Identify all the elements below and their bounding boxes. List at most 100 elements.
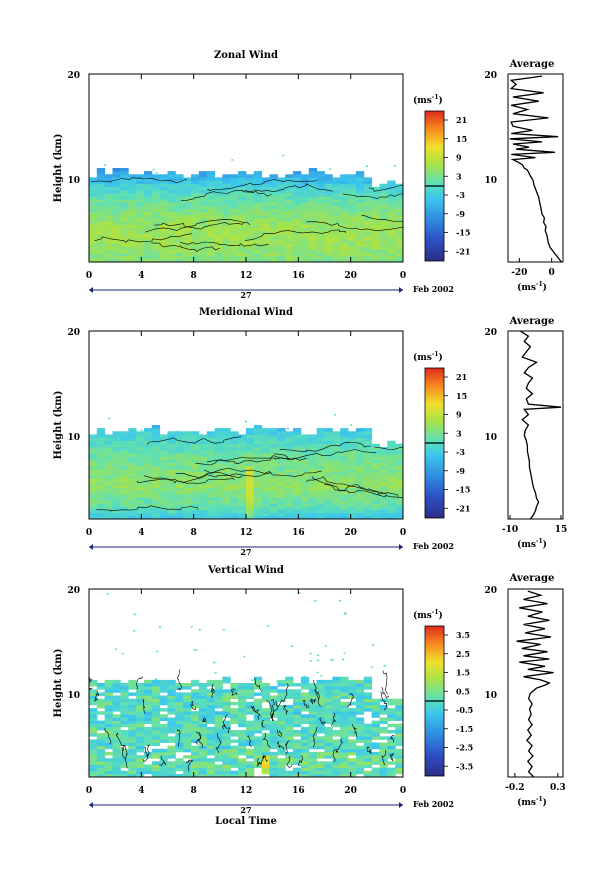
heatmap-cell (308, 493, 318, 498)
heatmap-cell (159, 764, 168, 768)
heatmap-cell (136, 475, 145, 479)
heatmap-cell (355, 246, 365, 250)
heatmap-cell (395, 472, 403, 476)
average-profile: Average 20 10 -0.2 0.3 (ms-1) (484, 573, 565, 808)
heatmap-cell (128, 456, 137, 460)
heatmap-cell (340, 240, 349, 244)
heatmap-cell (183, 431, 192, 435)
heatmap-cell (198, 440, 208, 445)
heatmap-cell (167, 205, 176, 210)
heatmap-cell (324, 767, 333, 772)
heatmap-cell (183, 490, 192, 495)
heatmap-cell (277, 218, 286, 222)
heatmap-cell (308, 714, 318, 718)
heatmap-cell (206, 487, 216, 492)
heatmap-cell (355, 515, 365, 519)
heatmap-cell (120, 478, 129, 482)
heatmap-cell (143, 218, 153, 222)
heatmap-cell (371, 745, 380, 750)
heatmap-cell (300, 764, 310, 768)
heatmap-cell (363, 515, 373, 519)
heatmap-cell (300, 742, 310, 746)
heatmap-cell (159, 258, 168, 262)
heatmap-cell (293, 717, 302, 721)
heatmap-cell (269, 487, 278, 492)
heatmap-cell (293, 708, 302, 712)
heatmap-cell (371, 199, 380, 203)
heatmap-cell (136, 453, 145, 457)
heatmap-cell (355, 745, 365, 750)
heatmap-cell (191, 701, 200, 706)
heatmap-cell (214, 764, 223, 768)
heatmap-cell (371, 711, 380, 715)
heatmap-cell (104, 751, 113, 756)
heatmap-cell (261, 515, 270, 519)
heatmap-cell (198, 512, 208, 517)
heatmap-cell (112, 714, 121, 718)
heatmap-cell (355, 695, 365, 699)
heatmap-cell (387, 211, 396, 216)
heatmap-cell (355, 484, 365, 488)
heatmap-cell (261, 189, 270, 194)
heatmap-cell (300, 218, 310, 222)
heatmap-cell (175, 739, 184, 743)
heatmap-cell (183, 475, 192, 479)
colorbar-tick-label: -3 (456, 447, 465, 457)
heatmap-cell (285, 708, 294, 712)
heatmap-cell (128, 236, 137, 241)
heatmap-cell (104, 472, 113, 476)
heatmap-cell (112, 205, 121, 210)
heatmap-cell (159, 243, 168, 247)
heatmap-cell (167, 717, 176, 721)
heatmap-cell (96, 230, 106, 235)
heatmap-cell (332, 221, 341, 225)
heatmap-cell (324, 497, 333, 501)
heatmap-cell (96, 180, 106, 184)
heatmap-cell (316, 730, 325, 734)
heatmap-cell (293, 434, 302, 438)
heatmap-cell (198, 246, 208, 250)
heatmap-cell (348, 230, 357, 235)
heatmap-cell (96, 698, 106, 703)
heatmap-cell (293, 695, 302, 699)
heatmap-cell (89, 211, 98, 216)
heatmap-cell (89, 475, 98, 479)
heatmap-cell (159, 490, 168, 495)
x-tick-label: 16 (292, 786, 305, 796)
heatmap-cell (324, 689, 333, 693)
heatmap-cell (308, 723, 318, 728)
heatmap-cell (230, 224, 239, 228)
heatmap-cell (269, 512, 278, 517)
heatmap-cell (332, 249, 341, 253)
heatmap-cell (371, 755, 380, 759)
heatmap-cell (316, 252, 325, 257)
heatmap-cell (96, 481, 106, 485)
heatmap-cell (175, 437, 184, 441)
heatmap-cell (324, 255, 333, 260)
heatmap-cell (253, 243, 263, 247)
heatmap-cell (112, 726, 121, 731)
heatmap-cell (387, 199, 396, 203)
heatmap-cell (253, 428, 263, 432)
heatmap-cell (355, 205, 365, 210)
heatmap-cell (293, 701, 302, 706)
heatmap-cell (214, 770, 223, 775)
heatmap-cell (136, 717, 145, 721)
heatmap-cell (175, 493, 184, 498)
heatmap-cell (300, 726, 310, 731)
heatmap-cell (206, 240, 216, 244)
heatmap-cell (175, 509, 184, 514)
heatmap-cell (371, 478, 380, 482)
heatmap-cell (183, 745, 192, 750)
heatmap-cell (120, 487, 129, 492)
heatmap-cell (363, 509, 373, 514)
heatmap-cell (159, 770, 168, 775)
heatmap-cell (332, 676, 341, 681)
heatmap-cell (332, 434, 341, 438)
heatmap-cell (191, 761, 200, 765)
heatmap-cell (277, 773, 286, 777)
heatmap-cell (363, 736, 373, 740)
heatmap-cell (293, 236, 302, 241)
heatmap-cell (324, 695, 333, 699)
heatmap-cell (167, 736, 176, 740)
